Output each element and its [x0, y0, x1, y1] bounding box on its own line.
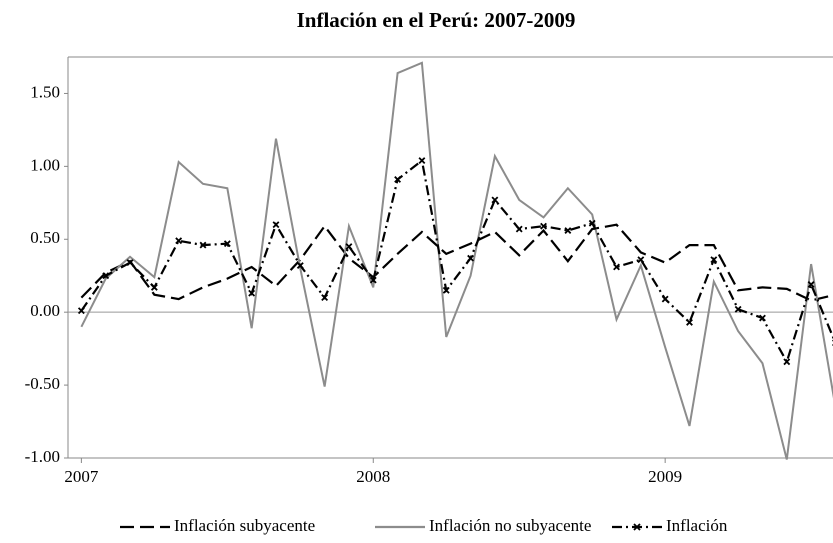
legend-label: Inflación subyacente [174, 516, 315, 535]
x-tick-label: 2009 [648, 467, 682, 486]
chart-title: Inflación en el Perú: 2007-2009 [297, 8, 576, 32]
point-marker [345, 243, 353, 251]
y-tick-label: -1.00 [25, 447, 60, 466]
point-marker [175, 237, 183, 245]
point-marker [588, 219, 596, 227]
point-marker [102, 272, 110, 280]
point-marker [248, 289, 256, 297]
point-marker [661, 295, 669, 303]
x-tick-label: 2007 [64, 467, 99, 486]
point-marker [686, 318, 693, 326]
point-marker [564, 227, 572, 234]
point-marker [613, 263, 620, 271]
x-tick-label: 2008 [356, 467, 390, 486]
point-marker [734, 305, 742, 313]
point-marker [272, 221, 280, 229]
y-tick-label: 0.50 [30, 228, 60, 247]
legend-marker [633, 523, 641, 531]
point-marker [369, 276, 377, 284]
point-marker [296, 262, 304, 269]
point-marker [540, 222, 547, 230]
point-marker [710, 256, 718, 264]
point-marker [394, 176, 402, 183]
point-marker [77, 307, 85, 315]
legend-label: Inflación no subyacente [429, 516, 591, 535]
point-marker [223, 240, 231, 248]
point-marker [491, 196, 499, 204]
point-marker [637, 256, 645, 264]
series-line [80, 223, 833, 302]
legend-label: Inflación [666, 516, 728, 535]
point-marker [418, 157, 426, 164]
point-marker [442, 286, 450, 294]
point-marker [150, 283, 158, 291]
point-marker [783, 358, 791, 366]
series-line [80, 158, 833, 365]
y-tick-label: 1.50 [30, 82, 60, 101]
point-marker [467, 254, 475, 262]
point-marker [515, 225, 523, 233]
point-marker [199, 241, 207, 249]
y-tick-label: 0.00 [30, 301, 60, 320]
point-marker [321, 294, 329, 302]
point-marker [759, 314, 766, 322]
y-tick-label: 1.00 [30, 155, 60, 174]
point-marker [807, 281, 815, 288]
point-marker [126, 259, 134, 267]
series-line [80, 61, 833, 460]
y-tick-label: -0.50 [25, 374, 60, 393]
